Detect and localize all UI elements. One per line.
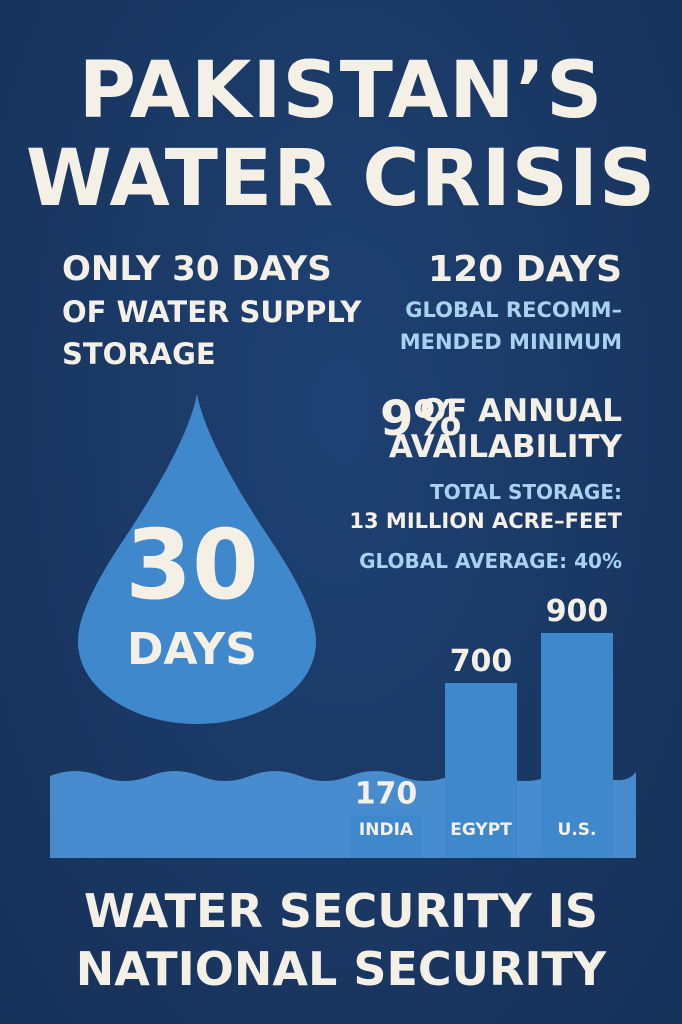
drop-unit: DAYS [127, 624, 257, 675]
water-drop-shape [78, 394, 316, 724]
recommended-caption-line-1: GLOBAL RECOMM– [405, 298, 622, 322]
bar-value-label: 900 [546, 594, 609, 629]
annual-percent: 9% [380, 391, 462, 447]
bar-us [541, 633, 613, 858]
title-line-1: PAKISTAN’S [78, 46, 604, 136]
footer-line-1: WATER SECURITY IS [83, 884, 599, 938]
recommended-days-value: 120 DAYS [428, 249, 622, 290]
water-drop-icon: 30 DAYS [78, 394, 316, 724]
bar-category-label: EGYPT [450, 820, 512, 840]
left-stat-line-1: ONLY 30 DAYS [62, 249, 332, 289]
bar-value-label: 170 [355, 777, 418, 812]
left-stat-line-3: STORAGE [62, 337, 216, 371]
bar-value-label: 700 [450, 644, 513, 679]
global-average: GLOBAL AVERAGE: 40% [359, 549, 622, 573]
bar-category-label: INDIA [359, 820, 414, 840]
total-storage-line-1: TOTAL STORAGE: [430, 480, 622, 504]
bar-egypt [445, 683, 517, 858]
annual-label-line-2: AVAILABILITY [388, 429, 622, 465]
footer-line-2: NATIONAL SECURITY [75, 942, 607, 996]
bar-category-label: U.S. [558, 820, 597, 840]
recommended-caption-line-2: MENDED MINIMUM [399, 330, 622, 354]
annual-label-line-1: OF ANNUAL [419, 393, 622, 429]
total-storage-line-2: 13 MILLION ACRE–FEET [349, 509, 622, 533]
title-line-2: WATER CRISIS [25, 134, 657, 224]
left-stat-line-2: OF WATER SUPPLY [62, 295, 362, 329]
bar-india [350, 815, 422, 858]
drop-number: 30 [125, 509, 259, 621]
